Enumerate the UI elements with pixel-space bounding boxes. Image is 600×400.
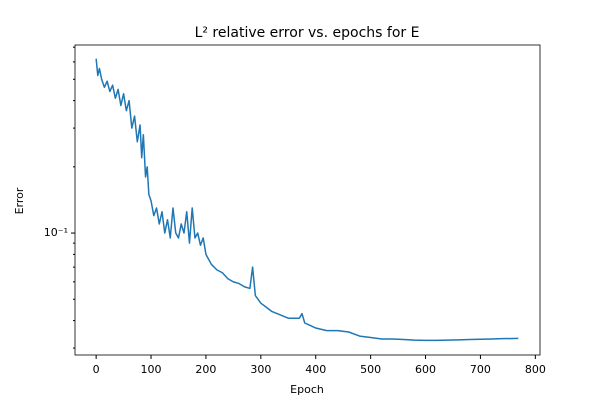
x-tick-label: 200 <box>195 363 216 376</box>
x-tick-label: 400 <box>305 363 326 376</box>
data-line <box>95 58 519 342</box>
plot-frame <box>74 44 541 356</box>
y-tick-label: 10⁻¹ <box>44 226 68 239</box>
chart-title: L² relative error vs. epochs for E <box>195 25 420 41</box>
y-axis-label: Error <box>13 187 26 214</box>
x-tick-label: 0 <box>93 363 100 376</box>
x-tick-label: 300 <box>250 363 271 376</box>
x-axis-label: Epoch <box>290 383 324 396</box>
x-tick-label: 700 <box>470 363 491 376</box>
x-tick-label: 100 <box>141 363 162 376</box>
x-tick-label: 800 <box>525 363 546 376</box>
x-tick-label: 600 <box>415 363 436 376</box>
x-tick-label: 500 <box>360 363 381 376</box>
